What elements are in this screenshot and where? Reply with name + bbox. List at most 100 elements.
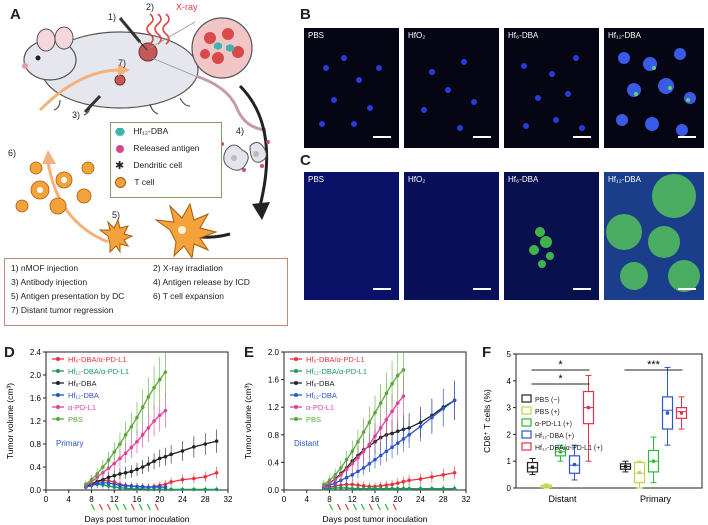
data-point <box>586 405 591 410</box>
treatment-arrow <box>360 503 365 511</box>
data-point <box>361 430 366 434</box>
data-point <box>384 449 389 454</box>
data-point <box>123 433 128 437</box>
data-point <box>665 411 670 415</box>
schematic-figure <box>15 13 270 260</box>
micrograph-label: PBS <box>308 175 325 184</box>
data-point <box>106 481 111 485</box>
fluorescence-spots <box>606 174 700 292</box>
step-text: 6) T cell expansion <box>153 291 225 301</box>
data-point <box>418 486 423 491</box>
data-point <box>441 473 446 477</box>
data-point <box>214 439 219 443</box>
fluorescence-spots <box>529 227 554 268</box>
data-point <box>390 486 394 491</box>
legend-label: Hf₁₂-DBA <box>68 391 99 400</box>
data-point <box>544 484 549 489</box>
y-tick-label: 1 <box>507 457 512 466</box>
data-point <box>367 420 372 425</box>
panel-label-b: B <box>300 6 311 23</box>
step-text: 1) nMOF injection <box>11 263 79 273</box>
legend-label: Hf₁₂-DBA <box>133 126 169 136</box>
legend-marker <box>294 417 298 421</box>
step-6-label: 6) <box>8 148 17 158</box>
x-tick-label: 28 <box>201 495 210 504</box>
data-point <box>572 462 577 467</box>
data-point <box>350 461 355 466</box>
data-point <box>95 481 99 486</box>
series-annotation: Distant <box>294 439 320 448</box>
y-tick-label: 1.6 <box>30 394 42 403</box>
legend-label: Hf₆-DBA <box>306 379 334 388</box>
data-point <box>401 486 406 491</box>
data-point <box>333 473 337 477</box>
data-point <box>361 449 366 454</box>
data-point <box>390 381 394 386</box>
treatment-arrow <box>98 503 103 511</box>
data-point <box>203 474 208 479</box>
step-text: 5) Antigen presentation by DC <box>11 291 125 301</box>
treatment-arrow <box>368 503 373 511</box>
step-3-label: 3) <box>72 110 81 120</box>
data-point <box>378 401 383 405</box>
category-label: Distant <box>548 494 577 504</box>
data-point <box>407 478 411 483</box>
data-point <box>129 445 134 450</box>
syringe-icon <box>83 94 102 114</box>
legend-label: PBS <box>306 415 321 424</box>
legend-marker <box>521 394 532 403</box>
data-point <box>129 424 134 429</box>
data-point <box>558 450 563 454</box>
legend-marker <box>294 357 298 361</box>
data-point <box>140 405 145 409</box>
legend-label: Hf₁₂-DBA/α-PD-L1 (+) <box>535 445 603 452</box>
y-tick-label: 4 <box>507 377 512 386</box>
y-tick-label: 0.8 <box>268 431 280 440</box>
data-point <box>401 368 406 372</box>
micrograph: Hf₁₂-DBA <box>604 28 704 148</box>
data-point <box>152 385 156 390</box>
data-point <box>344 467 349 472</box>
step-2-label: 2) <box>146 2 155 12</box>
data-point <box>192 445 196 449</box>
x-tick-label: 4 <box>67 495 72 504</box>
scale-bar <box>678 288 696 290</box>
y-tick-label: 0.4 <box>268 458 280 467</box>
data-point <box>214 470 219 475</box>
data-point <box>356 469 360 474</box>
treatment-arrow <box>130 503 135 511</box>
cell-dots <box>521 55 585 131</box>
data-point <box>623 464 628 469</box>
y-tick-label: 0 <box>507 484 512 493</box>
y-tick-label: 5 <box>507 350 512 359</box>
legend-marker <box>56 405 60 409</box>
x-tick-label: 24 <box>178 495 187 504</box>
data-point <box>361 486 366 491</box>
data-point <box>135 415 139 420</box>
data-point <box>384 486 389 491</box>
data-point <box>373 410 377 415</box>
micrograph: HfO₂ <box>404 172 499 300</box>
data-point <box>407 486 411 491</box>
micrograph-label: PBS <box>308 31 325 40</box>
data-point <box>169 487 173 492</box>
step-text: 2) X-ray irradiation <box>153 263 223 273</box>
data-point <box>157 413 162 418</box>
data-point <box>430 475 434 479</box>
data-point <box>452 470 457 475</box>
data-point <box>378 426 383 430</box>
treatment-arrow <box>90 503 96 511</box>
xray-icon <box>146 13 170 45</box>
data-point <box>118 472 122 476</box>
data-point <box>339 466 343 470</box>
data-point <box>152 459 156 464</box>
y-tick-label: 2.0 <box>268 348 280 357</box>
legend-item: Hf₁₂-DBA <box>115 126 168 136</box>
legend-marker <box>521 406 532 415</box>
data-point <box>350 473 355 477</box>
y-tick-label: 1.2 <box>268 403 280 412</box>
data-point <box>384 417 389 422</box>
data-point <box>322 482 326 487</box>
cell-dots <box>319 55 382 127</box>
legend-marker <box>294 381 298 385</box>
